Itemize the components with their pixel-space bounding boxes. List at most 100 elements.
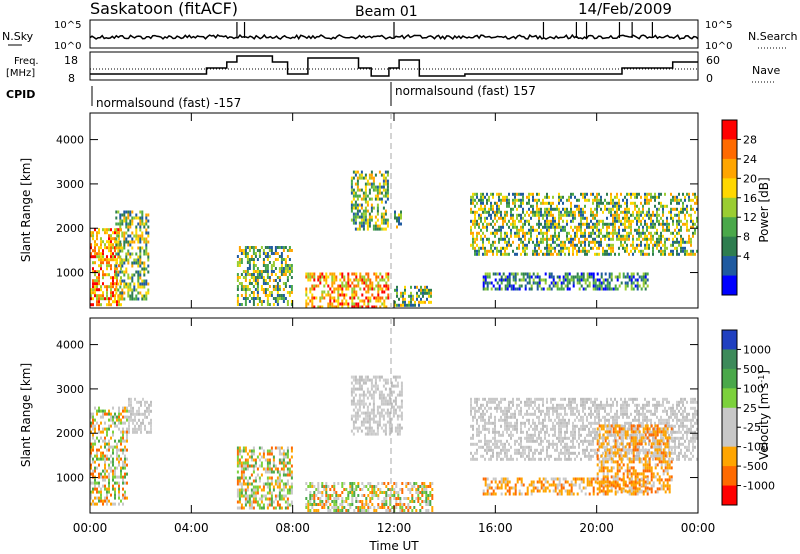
echo-cell <box>502 278 505 282</box>
echo-cell <box>654 198 656 202</box>
echo-cell <box>492 240 494 244</box>
echo-cell <box>256 291 259 294</box>
echo-cell <box>490 231 492 235</box>
echo-cell <box>504 246 506 250</box>
echo-cell <box>672 219 674 223</box>
echo-cell <box>562 243 564 247</box>
echo-cell <box>129 276 132 280</box>
echo-cell <box>392 390 395 394</box>
echo-cell <box>236 500 239 504</box>
echo-cell <box>352 170 355 174</box>
echo-cell <box>606 231 608 235</box>
echo-cell <box>250 455 253 459</box>
echo-cell <box>145 219 148 223</box>
echo-cell <box>125 267 128 271</box>
echo-cell <box>534 421 536 425</box>
echo-cell <box>391 485 394 488</box>
echo-cell <box>278 461 281 465</box>
echo-cell <box>114 294 116 298</box>
echo-cell <box>258 276 261 279</box>
echo-cell <box>520 213 522 217</box>
echo-cell <box>488 237 490 241</box>
echo-cell <box>520 442 522 446</box>
echo-cell <box>337 296 340 300</box>
echo-cell <box>311 497 314 500</box>
echo-cell <box>141 216 144 220</box>
echo-cell <box>550 243 552 247</box>
echo-cell <box>620 234 622 238</box>
echo-cell <box>680 243 682 247</box>
echo-cell <box>123 213 126 217</box>
echo-cell <box>522 243 524 247</box>
echo-cell <box>377 494 380 497</box>
echo-cell <box>343 296 346 300</box>
echo-cell <box>642 284 645 288</box>
echo-cell <box>384 387 387 391</box>
echo-cell <box>104 427 106 431</box>
echo-cell <box>425 503 428 506</box>
echo-cell <box>244 464 247 468</box>
echo-cell <box>405 482 408 485</box>
echo-cell <box>384 188 387 192</box>
echo-cell <box>650 198 652 202</box>
echo-cell <box>266 264 269 267</box>
echo-cell <box>564 272 567 276</box>
echo-cell <box>355 272 358 276</box>
echo-cell <box>544 412 546 416</box>
echo-cell <box>290 470 293 474</box>
echo-cell <box>248 464 251 468</box>
echo-cell <box>510 210 512 214</box>
echo-cell <box>504 210 506 214</box>
echo-cell <box>382 221 385 225</box>
echo-cell <box>252 258 255 261</box>
echo-cell <box>331 284 334 288</box>
echo-cell <box>570 213 572 217</box>
echo-cell <box>368 188 371 192</box>
echo-cell <box>522 231 524 235</box>
echo-cell <box>309 494 312 497</box>
echo-cell <box>550 454 552 458</box>
echo-cell <box>650 213 652 217</box>
echo-cell <box>135 252 138 256</box>
echo-cell <box>100 252 102 256</box>
echo-cell <box>266 255 269 258</box>
echo-cell <box>150 421 152 425</box>
echo-cell <box>552 439 554 443</box>
echo-cell <box>102 282 104 286</box>
echo-cell <box>562 275 565 279</box>
echo-cell <box>246 261 249 264</box>
echo-cell <box>694 195 696 199</box>
echo-cell <box>426 288 428 292</box>
echo-cell <box>252 497 255 501</box>
echo-cell <box>584 198 586 202</box>
echo-cell <box>672 249 674 253</box>
echo-cell <box>492 204 494 208</box>
echo-cell <box>238 479 241 483</box>
echo-cell <box>516 424 518 428</box>
echo-cell <box>139 291 142 295</box>
echo-cell <box>544 272 547 276</box>
echo-cell <box>670 249 672 253</box>
echo-cell <box>367 503 370 506</box>
echo-cell <box>278 270 281 273</box>
echo-cell <box>96 421 98 425</box>
echo-cell <box>364 393 367 397</box>
echo-cell <box>516 397 518 401</box>
echo-cell <box>480 204 482 208</box>
echo-cell <box>496 207 498 211</box>
echo-cell <box>98 499 100 503</box>
echo-cell <box>150 424 152 428</box>
echo-cell <box>352 191 355 195</box>
echo-cell <box>431 482 434 485</box>
echo-cell <box>98 252 100 256</box>
echo-cell <box>390 405 393 409</box>
echo-cell <box>104 409 106 413</box>
echo-cell <box>524 252 526 256</box>
echo-cell <box>288 458 291 462</box>
echo-cell <box>359 275 362 279</box>
echo-cell <box>129 252 132 256</box>
echo-cell <box>359 287 362 291</box>
echo-cell <box>632 192 634 196</box>
echo-cell <box>372 390 375 394</box>
echo-cell <box>139 246 142 250</box>
